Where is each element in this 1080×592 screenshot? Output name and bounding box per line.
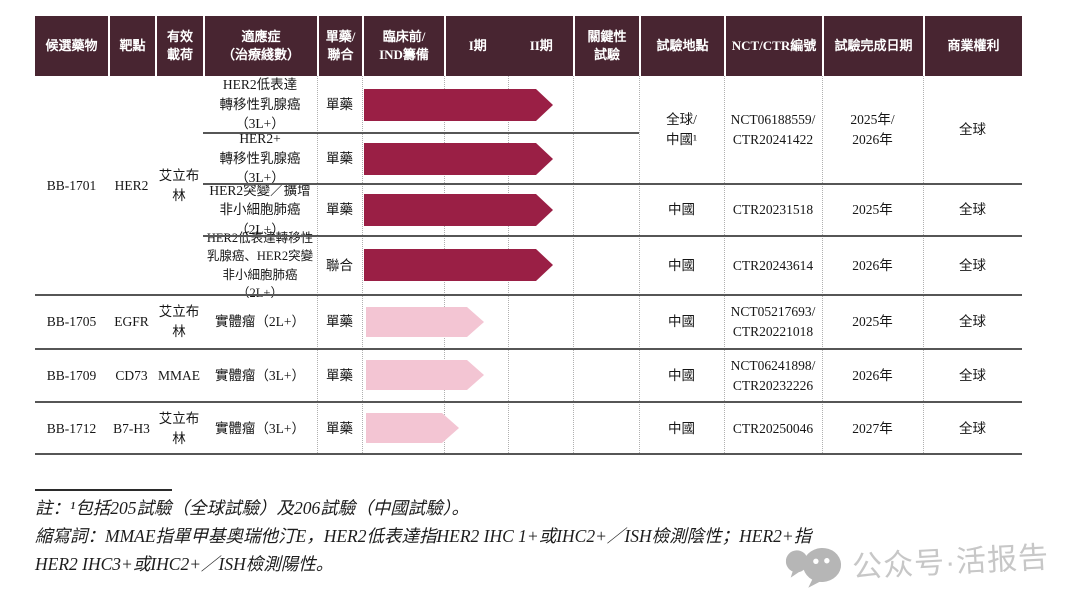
cell-target: CD73 — [115, 367, 148, 383]
cell-location: 中國 — [668, 314, 695, 330]
col-header-pivotal: 關鍵性 試驗 — [575, 16, 639, 76]
watermark: 公众号·活报告 — [785, 530, 1050, 592]
cell-target: EGFR — [114, 314, 149, 330]
cell-indication: HER2突變／擴增 非小細胞肺癌 （2L+） — [209, 182, 311, 237]
cell-indication: HER2+ 轉移性乳腺癌 （3L+） — [219, 131, 301, 186]
abbreviations-text: 縮寫詞：MMAE指單甲基奧瑞他汀E，HER2低表達指HER2 IHC 1+或IH… — [35, 526, 812, 574]
col-header-preclinical: 臨床前/ IND籌備 — [364, 16, 444, 76]
col-header-phase1: I期 — [468, 38, 487, 54]
cell-target: HER2 — [114, 177, 149, 193]
cell-candidate: BB-1712 — [46, 420, 97, 436]
cell-indication: HER2低表達 轉移性乳腺癌 （3L+） — [219, 77, 301, 132]
cell-payload: 艾立布林 — [158, 167, 200, 203]
cell-rights: 全球 — [959, 257, 986, 273]
cell-nct-ctr: NCT05217693/ CTR20221018 — [730, 304, 816, 339]
col-header-indication: 適應症 （治療綫數） — [205, 16, 317, 76]
col-header-target: 靶點 — [110, 16, 155, 76]
column-grid-line — [573, 76, 574, 455]
cell-nct-ctr: CTR20243614 — [732, 257, 814, 273]
cell-indication: 實體瘤（3L+） — [214, 420, 306, 436]
progress-arrow — [366, 413, 459, 443]
cell-location: 中國 — [668, 420, 695, 436]
progress-arrow — [366, 307, 484, 337]
cell-payload: 艾立布林 — [158, 410, 200, 446]
cell-nct-ctr: NCT06188559/ CTR20241422 — [730, 112, 816, 147]
cell-nct-ctr: CTR20231518 — [732, 202, 814, 218]
column-grid-line — [317, 76, 318, 455]
footnote-divider — [35, 489, 172, 491]
cell-completion: 2027年 — [852, 420, 893, 436]
column-grid-line — [923, 76, 924, 455]
cell-candidate: BB-1701 — [46, 177, 97, 193]
progress-arrow — [364, 249, 553, 281]
col-header-candidate: 候選藥物 — [35, 16, 108, 76]
cell-mono-combo: 單藥 — [326, 150, 353, 166]
cell-rights: 全球 — [959, 314, 986, 330]
footnote-text: 註：¹包括205試驗（全球試驗）及206試驗（中國試驗）。 — [35, 498, 469, 518]
row-divider — [35, 294, 1022, 296]
cell-completion: 2026年 — [852, 257, 893, 273]
row-divider — [35, 401, 1022, 403]
wechat-chat-bubbles-icon — [785, 541, 845, 592]
cell-rights: 全球 — [959, 420, 986, 436]
progress-arrow — [364, 89, 553, 121]
cell-payload: 艾立布林 — [158, 304, 200, 339]
column-grid-line — [724, 76, 725, 455]
column-grid-line — [639, 76, 640, 455]
cell-rights: 全球 — [959, 202, 986, 218]
cell-target: B7-H3 — [113, 420, 150, 436]
cell-completion: 2025年/ 2026年 — [850, 112, 895, 147]
column-grid-line — [362, 76, 363, 455]
cell-mono-combo: 單藥 — [326, 202, 353, 218]
cell-nct-ctr: CTR20250046 — [732, 420, 814, 436]
cell-rights: 全球 — [959, 122, 986, 138]
cell-candidate: BB-1705 — [46, 314, 97, 330]
col-header-payload: 有效 載荷 — [157, 16, 203, 76]
col-header-rights: 商業權利 — [925, 16, 1022, 76]
cell-completion: 2025年 — [852, 202, 893, 218]
watermark-text: 公众号·活报告 — [851, 541, 1050, 585]
row-divider — [35, 348, 1022, 350]
col-header-mono-combo: 單藥/ 聯合 — [319, 16, 362, 76]
subrow-divider — [203, 235, 1022, 237]
cell-indication: 實體瘤（3L+） — [214, 367, 306, 383]
progress-arrow — [364, 194, 553, 226]
cell-rights: 全球 — [959, 367, 986, 383]
column-grid-line — [822, 76, 823, 455]
col-header-phases: I期 II期 — [446, 16, 573, 76]
cell-mono-combo: 聯合 — [326, 257, 353, 273]
cell-mono-combo: 單藥 — [326, 314, 353, 330]
col-header-location: 試驗地點 — [641, 16, 724, 76]
col-header-nct-ctr: NCT/CTR編號 — [726, 16, 822, 76]
cell-mono-combo: 單藥 — [326, 367, 353, 383]
cell-mono-combo: 單藥 — [326, 96, 353, 112]
cell-indication: 實體瘤（2L+） — [214, 314, 306, 330]
table-bottom-border — [35, 453, 1022, 455]
cell-mono-combo: 單藥 — [326, 420, 353, 436]
cell-payload: MMAE — [157, 367, 200, 383]
col-header-completion: 試驗完成日期 — [824, 16, 923, 76]
subrow-divider — [203, 183, 1022, 185]
cell-completion: 2026年 — [852, 367, 893, 383]
subrow-divider — [203, 132, 639, 134]
cell-nct-ctr: NCT06241898/ CTR20232226 — [730, 357, 816, 393]
cell-candidate: BB-1709 — [46, 367, 97, 383]
cell-completion: 2025年 — [852, 314, 893, 330]
cell-location: 中國 — [668, 367, 695, 383]
progress-arrow — [364, 143, 553, 175]
cell-location: 全球/ 中國¹ — [665, 112, 698, 147]
progress-arrow — [366, 360, 484, 390]
col-header-phase2: II期 — [529, 38, 553, 54]
cell-indication: HER2低表達轉移性 乳腺癌、HER2突變 非小細胞肺癌（2L+） — [206, 231, 314, 300]
cell-location: 中國 — [668, 202, 695, 218]
cell-location: 中國 — [668, 257, 695, 273]
